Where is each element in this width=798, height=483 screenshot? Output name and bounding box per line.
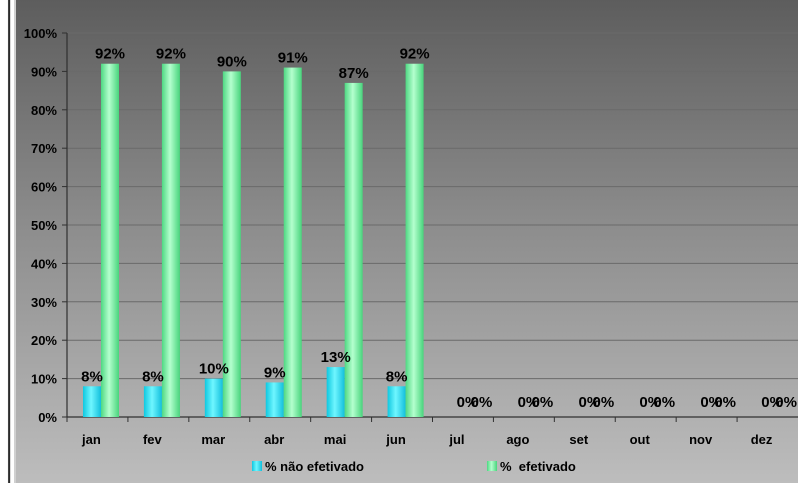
bar: [143, 386, 162, 417]
data-label: 9%: [264, 364, 286, 381]
data-label: 91%: [278, 50, 308, 67]
data-label: 13%: [321, 349, 351, 366]
data-label: 10%: [199, 361, 229, 378]
bar: [204, 378, 223, 417]
bar: [101, 63, 119, 417]
x-tick-label: jun: [385, 432, 406, 447]
x-tick-label: out: [630, 432, 651, 447]
data-label: 92%: [95, 46, 125, 63]
data-label: 0%: [592, 394, 614, 411]
bar: [161, 63, 180, 417]
bar: [405, 63, 424, 417]
data-label: 0%: [775, 394, 797, 411]
x-tick-label: jul: [448, 432, 464, 447]
data-label: 8%: [81, 368, 103, 385]
bar: [387, 386, 406, 417]
legend-label: % não efetivado: [265, 459, 364, 474]
data-label: 90%: [217, 53, 247, 70]
y-tick-labels: 0% 10% 20% 30% 40% 50% 60% 70% 80% 90% 100%: [24, 26, 58, 425]
data-label: 8%: [386, 368, 408, 385]
y-tick-label: 80%: [31, 103, 57, 118]
x-tick-label: jan: [81, 432, 101, 447]
y-tick-label: 90%: [31, 64, 57, 79]
data-label: 8%: [142, 368, 164, 385]
y-tick-label: 20%: [31, 333, 57, 348]
data-label: 0%: [653, 394, 675, 411]
x-tick-label: fev: [143, 432, 163, 447]
bar: [265, 382, 284, 417]
y-tick-label: 30%: [31, 295, 57, 310]
bar: [283, 67, 302, 417]
axes: [62, 32, 798, 422]
x-tick-label: abr: [264, 432, 284, 447]
x-tick-label: nov: [689, 432, 713, 447]
bar: [326, 367, 345, 417]
x-tick-label: mar: [201, 432, 225, 447]
x-tick-labels: jan fev mar abr mai jun jul ago set out nov dez: [81, 432, 773, 447]
x-tick-label: mai: [324, 432, 346, 447]
y-tick-label: 50%: [31, 218, 57, 233]
data-label: 0%: [714, 394, 736, 411]
left-edge-decoration: [0, 0, 14, 483]
data-label: 0%: [471, 394, 493, 411]
data-label: 0%: [761, 394, 783, 411]
legend: % não efetivado % efetivado: [252, 459, 576, 474]
legend-label: % efetivado: [500, 459, 576, 474]
y-tick-label: 10%: [31, 372, 57, 387]
y-tick-label: 100%: [24, 26, 58, 41]
data-label: 92%: [156, 46, 186, 63]
bar: [344, 82, 363, 418]
data-label: 0%: [639, 394, 661, 411]
bars: [83, 63, 424, 418]
bar: [222, 71, 241, 418]
x-tick-label: dez: [751, 432, 773, 447]
data-label: 92%: [400, 46, 430, 63]
y-tick-label: 60%: [31, 180, 57, 195]
legend-swatch: [487, 461, 497, 471]
legend-swatch: [252, 461, 262, 471]
y-tick-label: 70%: [31, 141, 57, 156]
x-tick-label: set: [569, 432, 588, 447]
data-label: 0%: [457, 394, 479, 411]
y-tick-label: 0%: [38, 410, 57, 425]
data-label: 87%: [339, 65, 369, 82]
data-label: 0%: [532, 394, 554, 411]
y-tick-label: 40%: [31, 256, 57, 271]
bar: [83, 386, 101, 417]
data-labels: 8% 8% 10% 9%13%8%0% 0% 0% 0% 0% 0%92% 92% 90% 91%87…: [81, 46, 797, 411]
data-label: 0%: [578, 394, 600, 411]
data-label: 0%: [518, 394, 540, 411]
x-tick-label: ago: [506, 432, 529, 447]
data-label: 0%: [700, 394, 722, 411]
